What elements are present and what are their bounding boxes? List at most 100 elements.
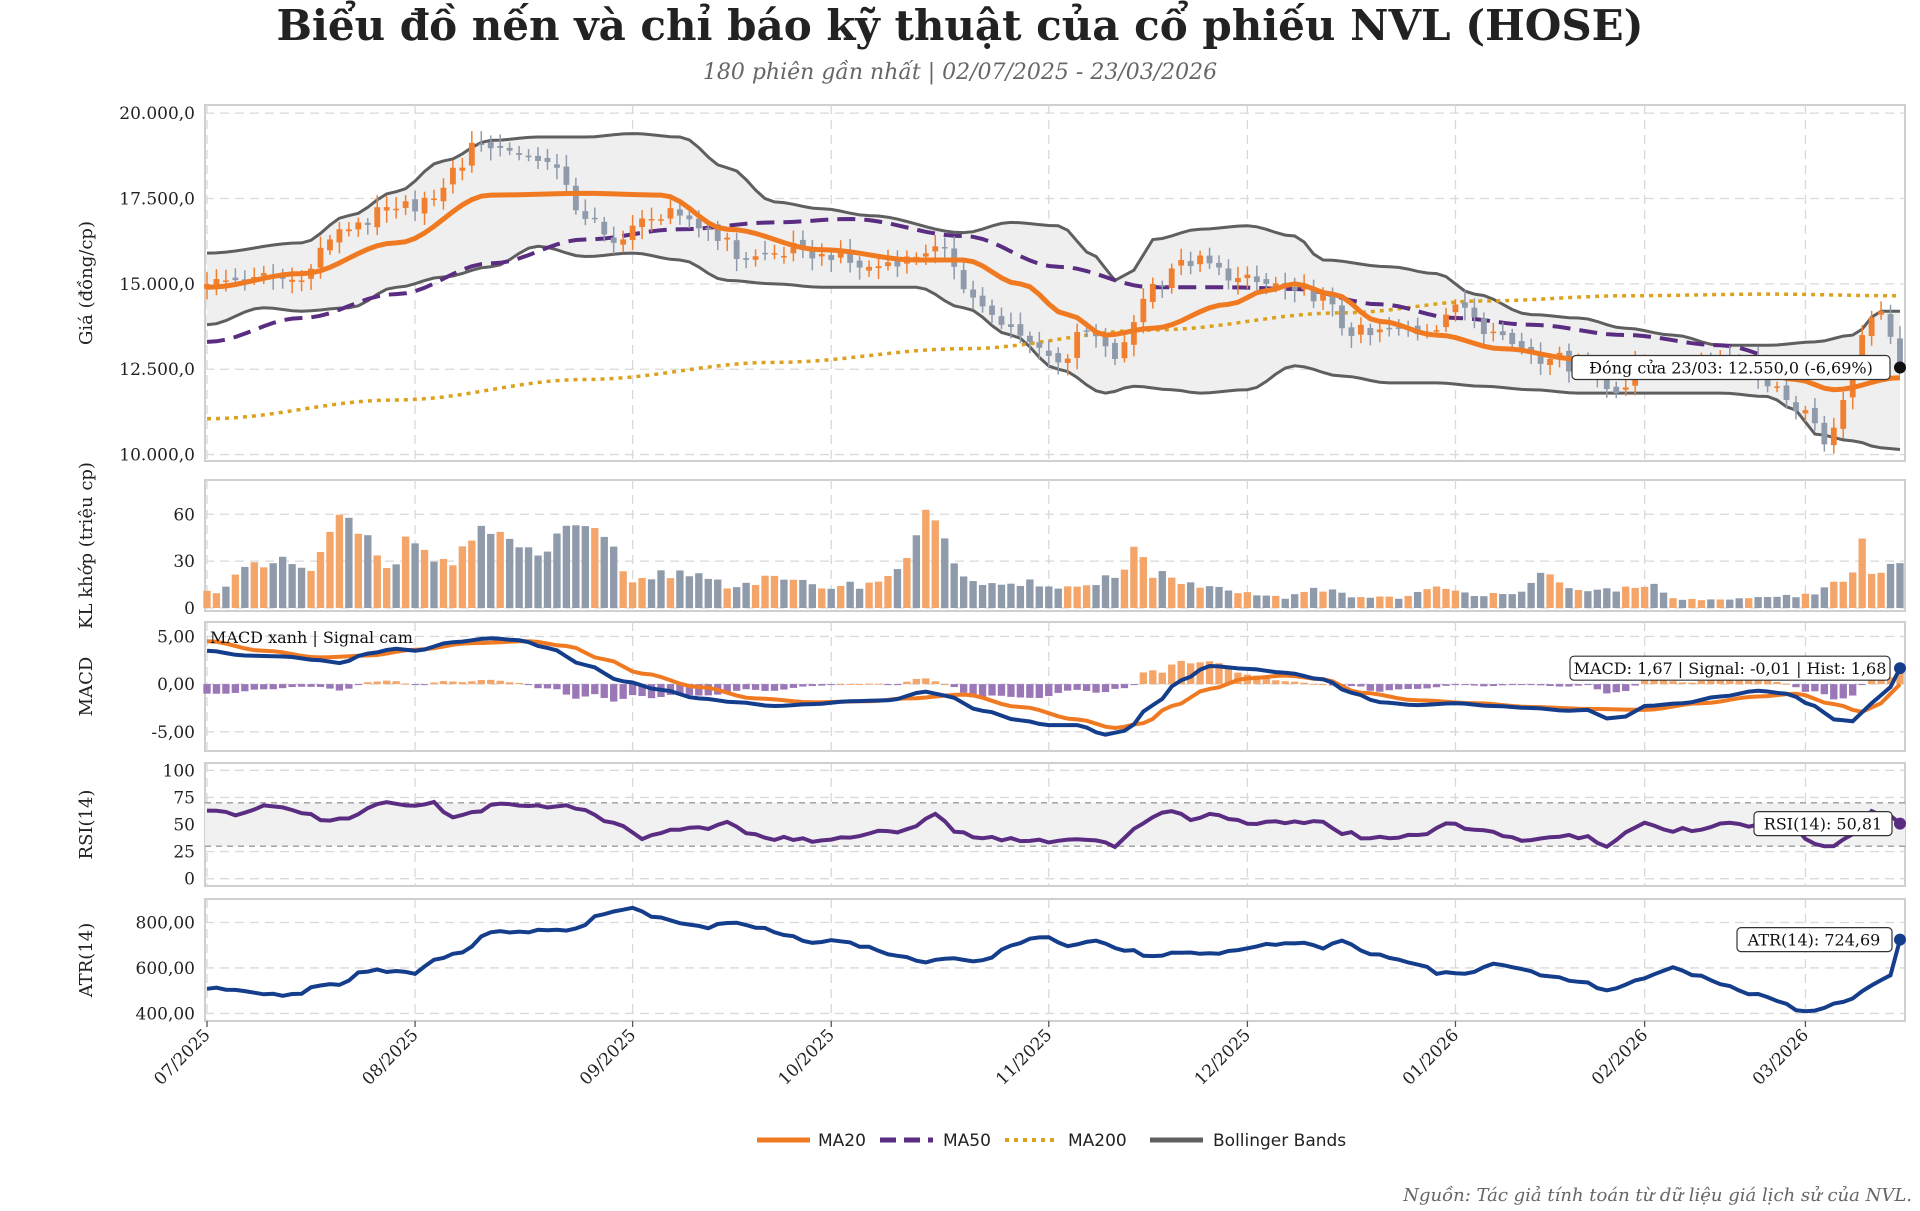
- volume-bar: [1224, 590, 1233, 608]
- candle-body: [1897, 338, 1903, 368]
- candle-body: [525, 155, 532, 158]
- volume-bar: [1366, 597, 1375, 608]
- volume-bar: [430, 561, 438, 608]
- candle-body: [393, 208, 400, 211]
- volume-bar: [297, 567, 306, 608]
- candle-body: [544, 157, 551, 162]
- volume-bar: [666, 578, 675, 608]
- candle-body: [1216, 262, 1222, 268]
- macd-hist-bar: [1839, 684, 1847, 699]
- macd-hist-bar: [1669, 681, 1677, 685]
- volume-bar: [468, 540, 476, 608]
- x-tick-label: 01/2026: [1399, 1025, 1463, 1089]
- candle-body: [383, 207, 390, 211]
- volume-bar: [1007, 583, 1015, 608]
- macd-hist-bar: [1130, 684, 1138, 686]
- y-tick-label: 25: [173, 843, 195, 863]
- macd-hist-bar: [799, 684, 807, 687]
- x-tick-label: 07/2025: [150, 1025, 214, 1089]
- volume-bar: [1858, 538, 1866, 608]
- volume-bar: [1328, 589, 1337, 608]
- volume-bar: [1054, 588, 1062, 608]
- panel-frame: [204, 898, 1906, 1022]
- macd-hist-bar: [241, 684, 249, 692]
- candle-body: [989, 305, 995, 315]
- macd-hist-bar: [865, 683, 873, 685]
- candle-body: [554, 164, 560, 168]
- candle-body: [260, 273, 267, 276]
- macd-last-box: [1569, 655, 1891, 681]
- volume-bar: [1811, 594, 1819, 608]
- volume-bar: [628, 582, 637, 608]
- candle-body: [1225, 268, 1232, 281]
- rsi-neutral-zone: [205, 802, 1905, 847]
- x-tick-label: 03/2026: [1749, 1025, 1813, 1089]
- volume-bar: [1442, 588, 1450, 608]
- volume-bar: [1130, 546, 1138, 608]
- volume-bar: [846, 581, 854, 608]
- candle-body: [847, 250, 854, 263]
- volume-bar: [799, 579, 807, 608]
- candle-body: [213, 279, 220, 285]
- macd-hist-bar: [1735, 679, 1743, 685]
- macd-hist-bar: [1196, 662, 1204, 685]
- macd-note: MACD xanh | Signal cam: [210, 628, 413, 647]
- macd-hist-bar: [997, 684, 1006, 696]
- macd-hist-bar: [449, 681, 457, 685]
- candle-body: [676, 209, 683, 216]
- macd-hist-bar: [487, 679, 495, 685]
- macd-hist-bar: [1215, 663, 1223, 685]
- atr-line: [206, 905, 1902, 1014]
- volume-bar: [1395, 598, 1403, 608]
- macd-hist-bar: [1792, 684, 1800, 688]
- volume-bar: [477, 525, 485, 608]
- macd-hist-bar: [628, 684, 637, 696]
- volume-bar: [250, 562, 258, 608]
- macd-hist-bar: [638, 684, 646, 697]
- candle-body: [1074, 331, 1081, 358]
- volume-bar: [1716, 599, 1724, 608]
- macd-hist-bar: [316, 684, 325, 687]
- macd-hist-bar: [770, 684, 779, 691]
- candle-body: [449, 167, 456, 185]
- volume-bar: [1404, 595, 1412, 608]
- volume-bar: [1385, 596, 1393, 608]
- macd-hist-bar: [818, 684, 826, 686]
- candle-body: [1821, 422, 1828, 445]
- macd-hist-bar: [1546, 684, 1554, 687]
- candle-body: [743, 258, 750, 260]
- macd-hist-bar: [260, 684, 268, 690]
- y-tick-label: 75: [173, 788, 195, 808]
- macd-hist-bar: [723, 684, 731, 694]
- macd-hist-bar: [468, 681, 476, 685]
- macd-hist-bar: [1678, 682, 1687, 685]
- macd-hist-bar: [1224, 667, 1233, 685]
- macd-hist-bar: [401, 683, 410, 685]
- volume-bar: [354, 533, 362, 608]
- y-tick-label: 0,00: [157, 675, 195, 695]
- candle-body: [686, 215, 693, 220]
- volume-bar: [1480, 596, 1488, 608]
- volume-bar: [1830, 581, 1838, 608]
- volume-bar: [1584, 591, 1592, 608]
- volume-bar: [770, 575, 779, 608]
- volume-bar: [742, 582, 750, 608]
- volume-bar: [600, 536, 608, 608]
- volume-bar: [950, 563, 958, 608]
- candle-body: [998, 316, 1005, 325]
- candle-body: [1868, 317, 1875, 337]
- volume-bar: [789, 579, 798, 608]
- macd-hist-bar: [1366, 684, 1375, 691]
- volume-bar: [818, 588, 826, 608]
- panel-rsi: 0 25 50 75 100 RSI(14) RSI(14): 50,81: [76, 761, 1906, 890]
- candle-body: [1518, 341, 1525, 349]
- candle-body: [828, 255, 835, 260]
- macd-hist-bar: [931, 681, 939, 685]
- macd-hist-bar: [1830, 684, 1838, 700]
- candle-body: [1093, 334, 1099, 337]
- volume-bar: [827, 588, 835, 608]
- macd-hist-bar: [430, 682, 438, 685]
- legend: MA20 MA50 MA200 Bollinger Bands: [757, 1131, 1346, 1151]
- volume-bar: [751, 584, 760, 608]
- candle-body: [1774, 386, 1780, 388]
